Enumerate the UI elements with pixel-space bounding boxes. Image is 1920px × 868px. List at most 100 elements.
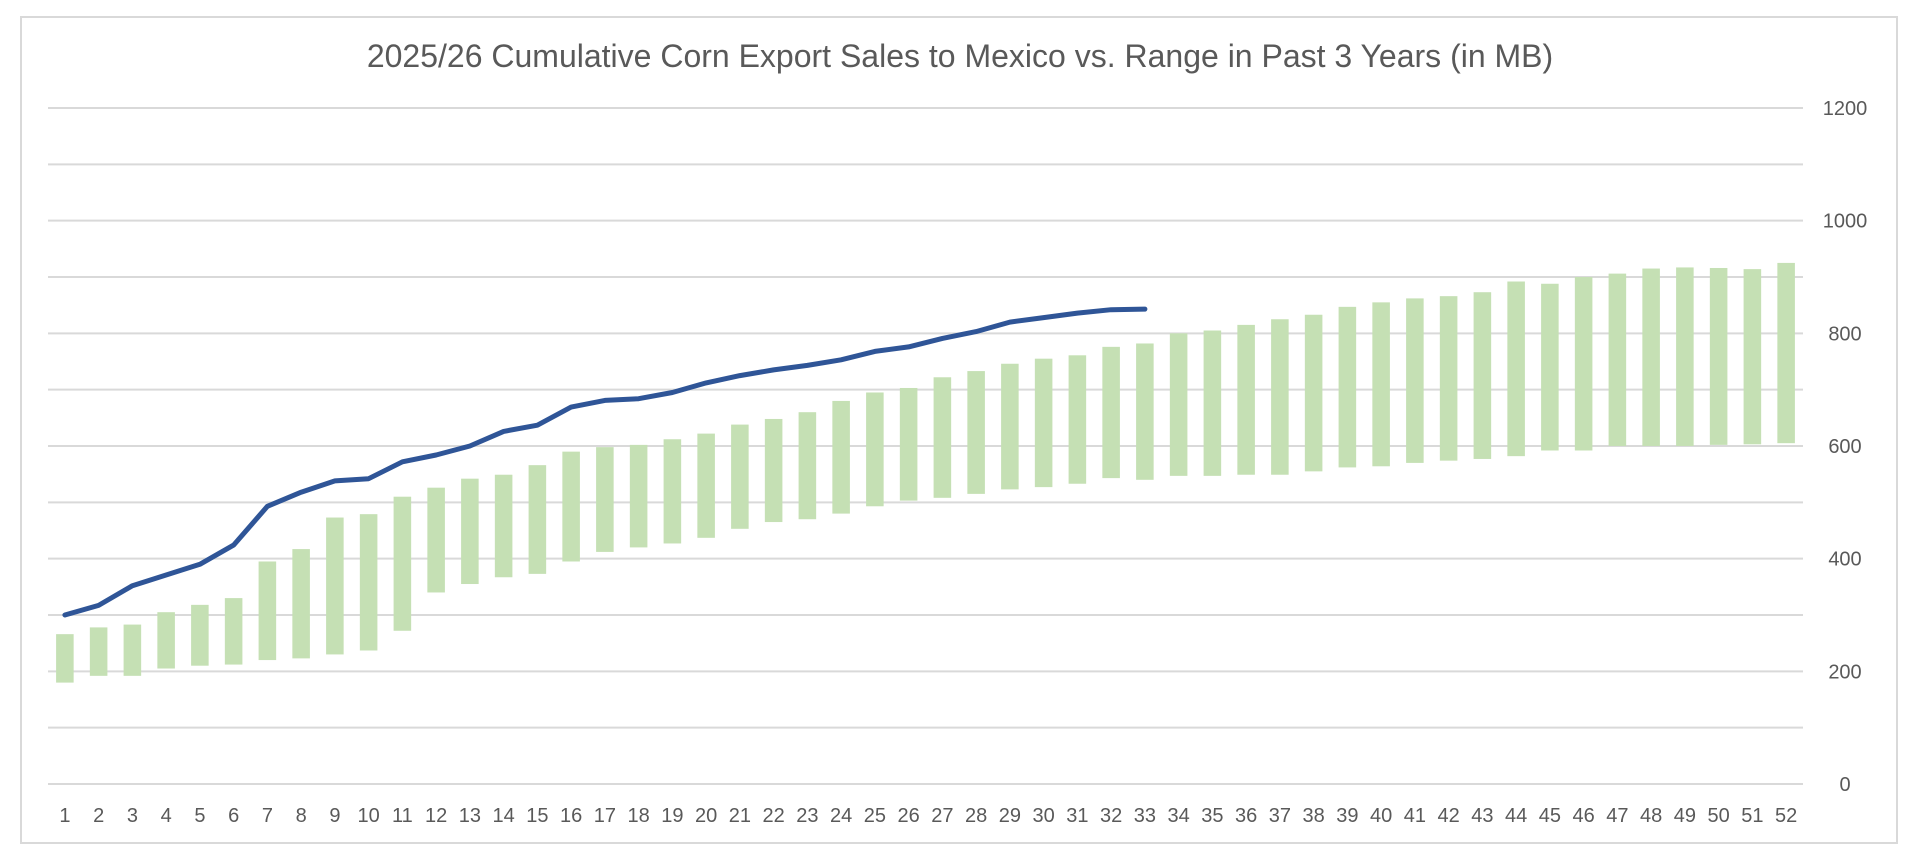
x-tick-label: 37 — [1269, 805, 1291, 827]
range-bar — [1777, 262, 1795, 444]
range-bar — [832, 400, 850, 514]
range-bar — [1743, 269, 1762, 445]
range-bar — [1304, 314, 1323, 472]
line-point — [131, 585, 133, 587]
range-bar — [89, 627, 108, 676]
range-bar — [899, 387, 918, 501]
range-bar — [1001, 363, 1019, 490]
range-bar — [731, 424, 749, 529]
range-bar — [359, 514, 378, 651]
line-point — [941, 337, 943, 339]
x-axis-ticks: 1 2 3 4 5 6 7 8 9 10 11 12 13 14 15 16 17 18 19 20 21 22 23 24 2… — [59, 805, 1797, 827]
x-tick-label: 7 — [262, 805, 273, 827]
range-bar — [764, 418, 783, 523]
range-bar — [258, 561, 277, 661]
range-bar — [393, 496, 412, 631]
line-point — [1076, 312, 1078, 314]
x-tick-label: 18 — [628, 805, 650, 827]
line-point — [368, 478, 370, 480]
x-tick-label: 39 — [1336, 805, 1358, 827]
line-point — [1144, 308, 1146, 310]
y-tick-label: 1000 — [1823, 211, 1868, 233]
range-bar — [123, 624, 142, 676]
x-tick-label: 20 — [695, 805, 717, 827]
range-bar — [1507, 281, 1525, 457]
range-bar — [663, 439, 682, 544]
x-tick-label: 25 — [864, 805, 886, 827]
range-bar — [528, 465, 547, 574]
x-tick-label: 28 — [965, 805, 987, 827]
y-tick-label: 600 — [1828, 436, 1861, 458]
line-point — [266, 505, 268, 507]
range-bars — [56, 262, 1795, 683]
range-bar — [1203, 330, 1222, 476]
line-point — [806, 364, 808, 366]
x-tick-label: 30 — [1033, 805, 1055, 827]
x-tick-label: 48 — [1640, 805, 1662, 827]
range-bar — [292, 549, 310, 659]
x-tick-label: 27 — [931, 805, 953, 827]
line-point — [300, 491, 302, 493]
range-bar — [191, 604, 209, 666]
line-point — [570, 406, 572, 408]
range-bar — [1541, 283, 1559, 451]
range-bar — [461, 478, 479, 585]
line-point — [98, 604, 100, 606]
line-point — [233, 544, 235, 546]
x-tick-label: 16 — [560, 805, 582, 827]
x-tick-label: 36 — [1235, 805, 1257, 827]
x-tick-label: 40 — [1370, 805, 1392, 827]
x-tick-label: 8 — [296, 805, 307, 827]
x-tick-label: 31 — [1066, 805, 1088, 827]
range-bar — [1068, 355, 1087, 484]
line-point — [1043, 317, 1045, 319]
line-point — [671, 391, 673, 393]
x-tick-label: 19 — [661, 805, 683, 827]
y-tick-label: 200 — [1828, 661, 1861, 683]
x-tick-label: 51 — [1741, 805, 1763, 827]
range-bar — [1676, 267, 1694, 446]
x-tick-label: 42 — [1438, 805, 1460, 827]
line-point — [199, 563, 201, 565]
x-tick-label: 26 — [898, 805, 920, 827]
range-bar — [1608, 273, 1627, 446]
x-tick-label: 32 — [1100, 805, 1122, 827]
line-point — [638, 398, 640, 400]
x-tick-label: 2 — [93, 805, 104, 827]
range-bar — [157, 612, 175, 669]
y-tick-label: 1200 — [1823, 98, 1868, 120]
x-tick-label: 22 — [763, 805, 785, 827]
x-tick-label: 12 — [425, 805, 447, 827]
range-bar — [1237, 324, 1255, 475]
x-tick-label: 10 — [358, 805, 380, 827]
range-bar — [224, 598, 243, 665]
range-bar — [967, 371, 985, 494]
line-point — [975, 331, 977, 333]
x-tick-label: 21 — [729, 805, 751, 827]
x-tick-label: 11 — [392, 805, 413, 827]
line-point — [1009, 321, 1011, 323]
x-tick-label: 29 — [999, 805, 1021, 827]
x-tick-label: 47 — [1606, 805, 1628, 827]
x-tick-label: 3 — [127, 805, 138, 827]
range-bar — [1439, 296, 1458, 461]
range-bar — [1709, 267, 1728, 445]
x-tick-label: 50 — [1708, 805, 1730, 827]
range-bar — [1574, 277, 1593, 451]
x-tick-label: 38 — [1303, 805, 1325, 827]
line-series — [62, 306, 1148, 618]
x-tick-label: 43 — [1471, 805, 1493, 827]
x-tick-label: 24 — [830, 805, 852, 827]
x-tick-label: 34 — [1168, 805, 1190, 827]
range-bar — [1169, 333, 1188, 476]
range-bar — [1372, 302, 1390, 467]
range-bar — [1473, 292, 1492, 459]
line-point — [1110, 309, 1112, 311]
y-axis-ticks: 0 200 400 600 800 1000 1200 — [1823, 98, 1868, 796]
y-tick-label: 800 — [1828, 323, 1861, 345]
range-bar — [326, 517, 344, 655]
line-point — [604, 399, 606, 401]
range-bar — [697, 433, 715, 538]
range-bar — [1034, 358, 1053, 488]
